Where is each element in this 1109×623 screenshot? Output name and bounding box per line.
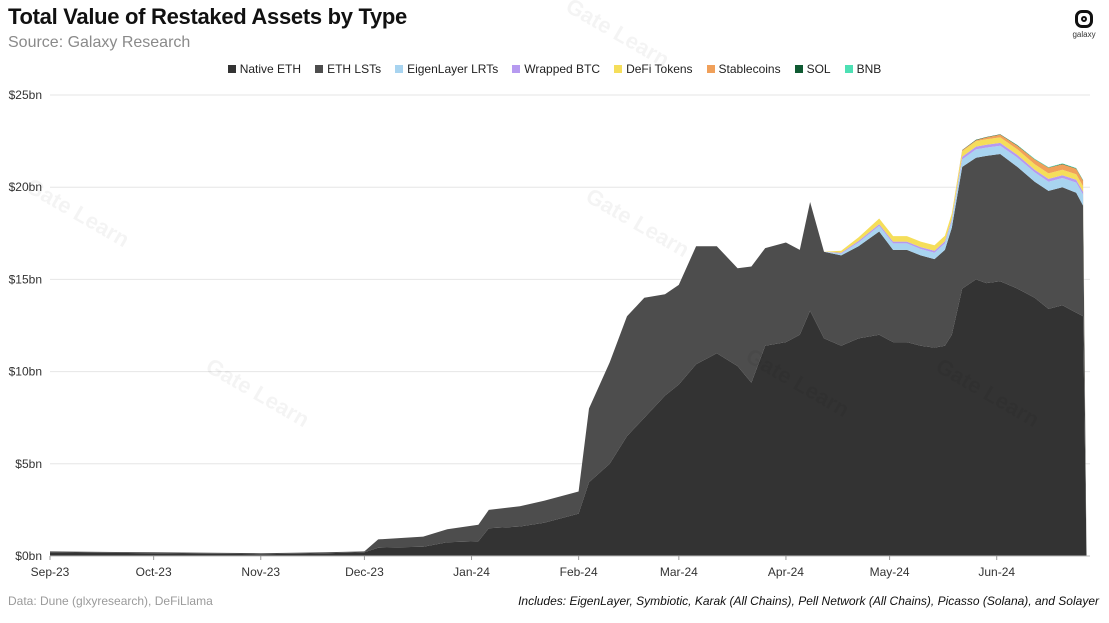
legend-item: Wrapped BTC — [512, 62, 600, 76]
x-tick-label: Oct-23 — [136, 565, 172, 579]
legend-item: Native ETH — [227, 62, 302, 76]
legend-label: EigenLayer LRTs — [407, 62, 499, 76]
chart-title: Total Value of Restaked Assets by Type — [8, 4, 407, 29]
x-tick-label: Jan-24 — [453, 565, 490, 579]
data-source-note: Data: Dune (glxyresearch), DeFiLlama — [8, 594, 213, 608]
galaxy-logo: galaxy — [1069, 10, 1099, 39]
y-tick-label: $10bn — [9, 365, 42, 379]
x-tick-label: Mar-24 — [660, 565, 698, 579]
legend-swatch — [706, 65, 715, 73]
x-tick-label: Feb-24 — [560, 565, 598, 579]
chart-legend: Native ETH ETH LSTs EigenLayer LRTs Wrapped… — [0, 62, 1109, 76]
legend-label: Wrapped BTC — [524, 62, 601, 76]
x-tick-label: Sep-23 — [31, 565, 70, 579]
x-tick-label: Apr-24 — [768, 565, 804, 579]
legend-swatch — [794, 65, 803, 73]
series-area-native-eth — [50, 279, 1087, 556]
legend-swatch — [315, 65, 324, 73]
legend-swatch — [844, 65, 853, 73]
legend-item: EigenLayer LRTs — [395, 62, 498, 76]
galaxy-logo-text: galaxy — [1072, 30, 1096, 39]
legend-label: Stablecoins — [718, 62, 781, 76]
legend-item: DeFi Tokens — [614, 62, 693, 76]
legend-swatch — [395, 65, 404, 73]
legend-swatch — [614, 65, 623, 73]
y-tick-label: $15bn — [9, 272, 42, 286]
includes-note: Includes: EigenLayer, Symbiotic, Karak (… — [518, 594, 1099, 608]
y-tick-label: $25bn — [9, 88, 42, 102]
x-tick-label: May-24 — [870, 565, 910, 579]
chart-subtitle: Source: Galaxy Research — [8, 34, 191, 51]
legend-swatch — [512, 65, 521, 73]
legend-label: SOL — [806, 62, 831, 76]
legend-label: ETH LSTs — [327, 62, 382, 76]
x-tick-label: Jun-24 — [978, 565, 1015, 579]
x-tick-label: Dec-23 — [345, 565, 384, 579]
legend-item: Stablecoins — [706, 62, 781, 76]
series-area-eth-lsts — [50, 154, 1087, 555]
y-tick-label: $5bn — [15, 457, 42, 471]
x-tick-label: Nov-23 — [241, 565, 280, 579]
y-tick-label: $20bn — [9, 180, 42, 194]
legend-label: DeFi Tokens — [626, 62, 693, 76]
legend-item: SOL — [794, 62, 831, 76]
y-tick-label: $0bn — [15, 549, 42, 563]
legend-swatch — [227, 65, 236, 73]
legend-label: Native ETH — [239, 62, 302, 76]
legend-item: ETH LSTs — [315, 62, 381, 76]
galaxy-logo-icon — [1075, 10, 1093, 28]
legend-label: BNB — [856, 62, 882, 76]
legend-item: BNB — [844, 62, 882, 76]
